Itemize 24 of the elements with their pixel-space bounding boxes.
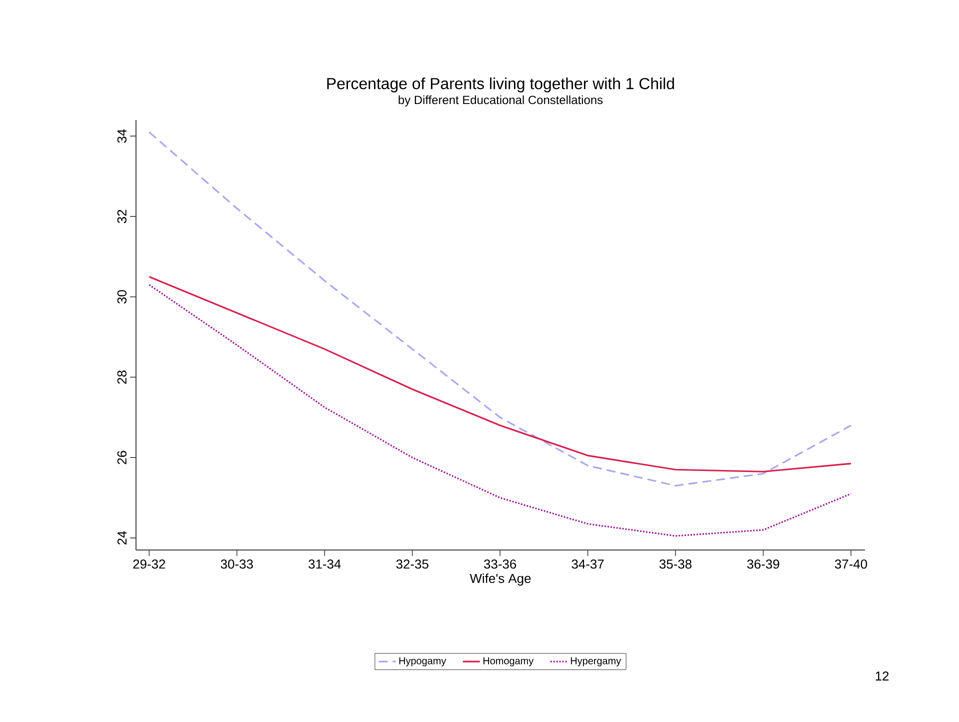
x-tick-label: 29-32 — [133, 559, 166, 569]
y-tick-label: 30 — [117, 290, 127, 304]
y-tick-label: 32 — [117, 210, 127, 224]
legend-label: Hypergamy — [570, 657, 622, 666]
y-tick-label: 24 — [117, 531, 127, 544]
y-tick-label: 28 — [117, 370, 127, 384]
chart-subtitle: by Different Educational Constellations — [398, 95, 603, 107]
x-tick-label: 31-34 — [308, 559, 341, 569]
x-tick-label: 35-38 — [659, 559, 692, 569]
x-tick-label: 34-37 — [572, 559, 604, 569]
line-series — [148, 284, 852, 537]
x-tick-label: 32-35 — [396, 559, 428, 569]
chart-title: Percentage of Parents living together with 1 Child — [327, 78, 674, 92]
line-series — [148, 131, 852, 486]
x-tick-label: 37-40 — [834, 559, 868, 569]
y-tick-label: 26 — [117, 450, 127, 464]
text: 12 — [876, 671, 889, 681]
legend-label: Hypogamy — [399, 657, 446, 666]
x-tick-label: 33-36 — [484, 559, 516, 569]
x-tick-label: 30-33 — [220, 559, 253, 569]
x-tick-label: 36-39 — [747, 559, 780, 569]
legend-label: Homogamy — [483, 657, 534, 666]
y-tick-label: 34 — [117, 129, 127, 143]
x-axis-title: Wife's Age — [470, 574, 531, 586]
